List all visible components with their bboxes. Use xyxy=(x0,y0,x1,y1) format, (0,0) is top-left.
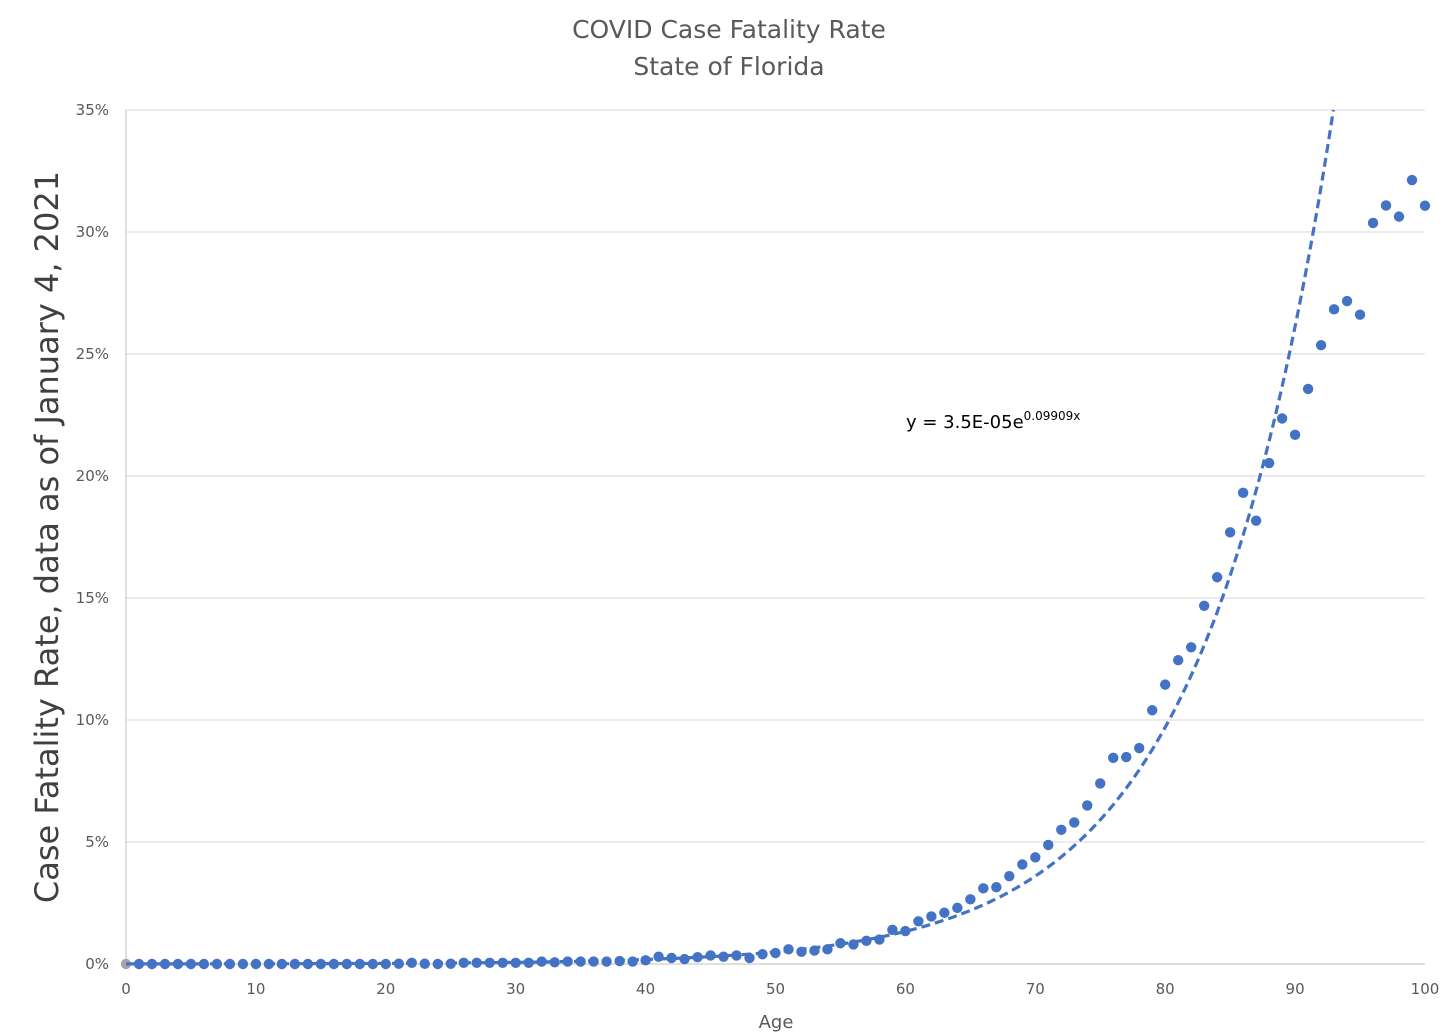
trendline xyxy=(126,109,1335,966)
data-point xyxy=(536,956,547,967)
x-tick-label: 70 xyxy=(1026,980,1045,998)
data-point xyxy=(1185,642,1197,653)
data-point xyxy=(1095,778,1106,789)
data-point xyxy=(354,958,366,970)
data-point xyxy=(1341,295,1353,307)
data-point xyxy=(1406,174,1418,186)
x-tick-label: 90 xyxy=(1286,980,1305,998)
data-point xyxy=(1315,340,1327,351)
y-tick-label: 20% xyxy=(76,467,109,485)
trendline-equation-exponent: 0.09909x xyxy=(1024,409,1081,423)
data-point xyxy=(1367,217,1379,229)
data-point xyxy=(302,958,314,970)
data-point xyxy=(1250,515,1262,526)
x-tick-label: 100 xyxy=(1411,980,1440,998)
data-point xyxy=(1172,655,1184,666)
x-tick-label: 30 xyxy=(506,980,525,998)
y-tick-label: 10% xyxy=(76,711,109,729)
trendline-equation-main: y = 3.5E-05e xyxy=(906,412,1024,433)
x-tick-label: 20 xyxy=(376,980,395,998)
x-tick-label: 50 xyxy=(766,980,785,998)
data-point xyxy=(718,951,729,962)
chart-title: COVID Case Fatality Rate xyxy=(572,15,886,44)
data-point xyxy=(1134,742,1145,754)
data-point xyxy=(510,957,521,968)
data-point xyxy=(1017,859,1028,870)
gridlines xyxy=(126,109,1425,965)
data-point xyxy=(666,952,677,964)
x-tick-label: 10 xyxy=(246,980,265,998)
data-point xyxy=(1289,429,1301,440)
data-point xyxy=(341,958,353,970)
data-point xyxy=(965,894,976,905)
data-point xyxy=(172,958,184,970)
y-tick-label: 15% xyxy=(76,589,109,607)
data-point xyxy=(1302,383,1314,395)
data-point xyxy=(1276,413,1288,424)
data-point xyxy=(1004,870,1015,882)
y-tick-label: 30% xyxy=(76,223,109,241)
data-point xyxy=(1354,309,1366,320)
x-tick-label: 60 xyxy=(896,980,915,998)
data-point xyxy=(692,951,703,963)
y-axis-ticks: 0% 5% 10% 15% 20% 25% 30% 35% xyxy=(76,101,109,973)
data-point xyxy=(1030,852,1041,863)
x-tick-label: 80 xyxy=(1156,980,1175,998)
data-point xyxy=(1328,304,1340,315)
data-point xyxy=(1224,527,1236,538)
data-point xyxy=(1108,752,1119,764)
data-point xyxy=(1393,211,1405,222)
data-point xyxy=(913,916,924,927)
data-point xyxy=(939,907,950,918)
x-tick-label: 40 xyxy=(636,980,655,998)
data-point xyxy=(861,935,872,947)
y-tick-label: 5% xyxy=(85,833,109,851)
data-point xyxy=(952,902,963,914)
data-point xyxy=(523,957,534,968)
chart-subtitle: State of Florida xyxy=(633,52,824,81)
data-point xyxy=(1380,200,1392,211)
data-point xyxy=(1263,457,1275,469)
data-point xyxy=(1160,679,1171,690)
data-point xyxy=(315,958,327,970)
trendline-equation: y = 3.5E-05e0.09909x xyxy=(906,409,1080,433)
data-points xyxy=(120,174,1431,970)
x-tick-label: 0 xyxy=(121,980,131,998)
data-point xyxy=(1237,487,1249,499)
data-point xyxy=(627,956,638,967)
y-axis-label: Case Fatality Rate, data as of January 4… xyxy=(28,171,66,903)
y-tick-label: 35% xyxy=(76,101,109,119)
data-point xyxy=(1211,572,1223,583)
y-tick-label: 25% xyxy=(76,345,109,363)
data-point xyxy=(1043,839,1054,851)
data-point xyxy=(991,881,1002,893)
data-point xyxy=(1198,600,1210,612)
data-point xyxy=(497,957,508,968)
data-point xyxy=(146,958,158,970)
data-point xyxy=(1056,824,1067,835)
data-point xyxy=(1419,200,1431,211)
data-point xyxy=(133,958,145,970)
data-point xyxy=(159,958,171,970)
x-axis-ticks: 0 10 20 30 40 50 60 70 80 90 100 xyxy=(121,980,1439,998)
data-point xyxy=(926,911,937,922)
data-point xyxy=(1121,751,1132,763)
data-point xyxy=(1147,705,1158,716)
data-point xyxy=(1069,817,1080,828)
data-point xyxy=(1082,800,1093,811)
x-axis-label: Age xyxy=(759,1012,794,1033)
data-point xyxy=(484,957,495,968)
data-point xyxy=(978,883,989,894)
data-point xyxy=(328,958,340,970)
y-tick-label: 0% xyxy=(85,955,109,973)
